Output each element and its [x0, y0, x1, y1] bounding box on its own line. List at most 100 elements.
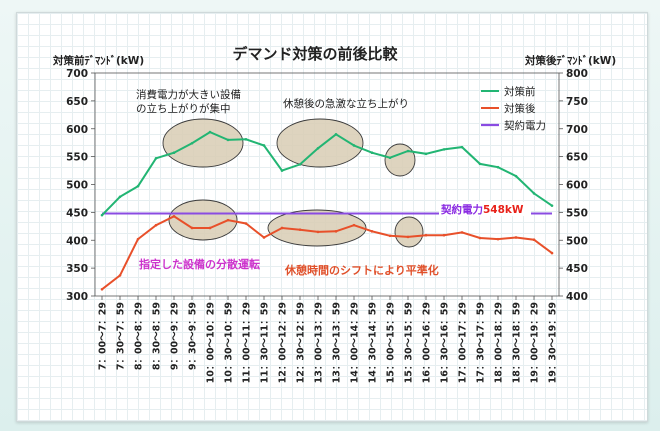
point-after	[316, 230, 320, 234]
point-after	[154, 223, 158, 227]
legend-label-contract: 契約電力	[504, 119, 546, 132]
y-tick-right-label: 750	[566, 96, 588, 108]
x-tick-label: 10：30～10：59	[224, 302, 235, 383]
point-before	[118, 195, 122, 199]
point-after	[118, 274, 122, 277]
y-tick-right-label: 650	[566, 152, 588, 164]
x-tick-label: 16：30～16：59	[440, 302, 451, 383]
peak-annotation-line1: 消費電力が大きい設備	[136, 88, 241, 101]
point-before	[172, 151, 176, 155]
legend-label-before: 対策前	[504, 85, 536, 98]
point-after	[190, 226, 194, 230]
y-ticks-left: 300 350 400 450 500 550 600 650 700	[66, 68, 95, 303]
point-after	[514, 236, 518, 239]
shift-ellipse	[267, 209, 367, 247]
demand-comparison-chart: デマンド対策の前後比較 対策前ﾃﾞﾏﾝﾄﾞ(kW) 対策後ﾃﾞﾏﾝﾄﾞ(kW) …	[52, 45, 616, 383]
point-before	[190, 141, 194, 145]
point-before	[244, 138, 248, 141]
x-tick-label: 19：30～19：59	[548, 302, 559, 383]
spread-annotation: 指定した設備の分散運転	[139, 257, 260, 271]
legend-item-after: 対策後	[481, 102, 536, 115]
peak-ellipse-1	[162, 118, 244, 168]
point-after	[424, 233, 428, 237]
x-tick-label: 12：30～12：59	[296, 302, 307, 383]
y-tick-right-label: 450	[566, 263, 588, 275]
highlight-ellipses	[162, 118, 424, 248]
y-axis-label-left: 対策前ﾃﾞﾏﾝﾄﾞ(kW)	[52, 54, 144, 67]
point-before	[226, 138, 230, 142]
shift-annotation: 休憩時間のシフトにより平準化	[284, 263, 439, 277]
x-tick-label: 15：30～15：59	[404, 302, 415, 383]
x-tick-label: 16：00～16：29	[422, 302, 433, 383]
x-tick-label: 11：30～11：59	[260, 302, 271, 383]
x-tick-label: 13：30～13：59	[332, 302, 343, 383]
peak-ellipse-3	[384, 143, 416, 177]
point-after	[460, 231, 464, 234]
point-before	[208, 130, 212, 134]
after-measures-line	[101, 215, 553, 291]
point-after	[532, 238, 536, 241]
legend: 対策前 対策後 契約電力	[481, 85, 546, 132]
y-axis-label-right: 対策後ﾃﾞﾏﾝﾄﾞ(kW)	[524, 54, 616, 67]
y-tick-right-label: 400	[566, 291, 588, 303]
y-tick-right-label: 800	[566, 68, 588, 80]
point-after	[208, 226, 212, 230]
point-after	[334, 230, 338, 233]
legend-item-before: 対策前	[481, 85, 536, 98]
x-tick-label: 14：30～14：59	[368, 302, 379, 383]
y-tick-left-label: 600	[66, 124, 88, 136]
point-before	[100, 213, 104, 217]
chart-card: デマンド対策の前後比較 対策前ﾃﾞﾏﾝﾄﾞ(kW) 対策後ﾃﾞﾏﾝﾄﾞ(kW) …	[16, 12, 648, 422]
x-tick-label: 14：00～14：29	[350, 302, 361, 383]
x-tick-label: 8：30～8：59	[152, 302, 163, 370]
y-tick-right-label: 600	[566, 180, 588, 192]
y-tick-left-label: 350	[66, 263, 88, 275]
point-after	[244, 222, 248, 225]
x-tick-label: 12：00～12：29	[278, 302, 289, 383]
point-before	[370, 151, 374, 155]
point-before	[154, 156, 158, 160]
y-tick-left-label: 650	[66, 96, 88, 108]
point-before	[514, 174, 518, 178]
point-after	[496, 237, 500, 241]
contract-annotation-bg	[439, 202, 531, 216]
x-tick-label: 9：00～9：29	[170, 302, 181, 370]
point-before	[478, 162, 482, 166]
y-tick-left-label: 700	[66, 68, 88, 80]
x-ticks: 7：00～7：29 7：30～7：59 8：00～8：29 8：30～8：59 9：00…	[98, 296, 559, 383]
y-tick-left-label: 550	[66, 152, 88, 164]
y-tick-left-label: 500	[66, 180, 88, 192]
data-points	[100, 130, 554, 291]
point-after	[388, 234, 392, 238]
point-after	[172, 214, 176, 218]
x-tick-label: 18：30～18：59	[512, 302, 523, 383]
point-before	[316, 146, 320, 150]
point-after	[352, 223, 356, 227]
point-before	[442, 148, 446, 151]
spread-ellipse	[168, 199, 238, 241]
point-before	[262, 144, 266, 147]
contract-annotation: 契約電力548kW	[439, 202, 531, 216]
x-tick-label: 8：00～8：29	[134, 302, 145, 370]
rise-annotation: 休憩後の急激な立ち上がり	[283, 97, 409, 110]
point-before	[406, 149, 410, 153]
legend-item-contract: 契約電力	[481, 119, 546, 132]
x-tick-label: 7：00～7：29	[98, 302, 109, 370]
point-after	[370, 230, 374, 233]
peak-ellipse-2	[276, 118, 364, 168]
svg-text:契約電力548kW: 契約電力548kW	[440, 203, 524, 216]
y-ticks-right: 400 450 500 550 600 650 700 750 800	[559, 68, 588, 303]
chart-title: デマンド対策の前後比較	[232, 45, 398, 63]
point-after	[280, 226, 284, 230]
x-tick-label: 15：00～15：29	[386, 302, 397, 383]
x-tick-label: 17：00～17：29	[458, 302, 469, 383]
before-measures-line	[101, 130, 553, 216]
x-tick-label: 17：30～17：59	[476, 302, 487, 383]
point-before	[496, 165, 500, 169]
contract-label: 契約電力	[440, 203, 483, 216]
x-tick-label: 13：00～13：29	[314, 302, 325, 383]
point-after	[136, 237, 140, 241]
y-tick-left-label: 300	[66, 291, 88, 303]
point-before	[280, 169, 284, 172]
